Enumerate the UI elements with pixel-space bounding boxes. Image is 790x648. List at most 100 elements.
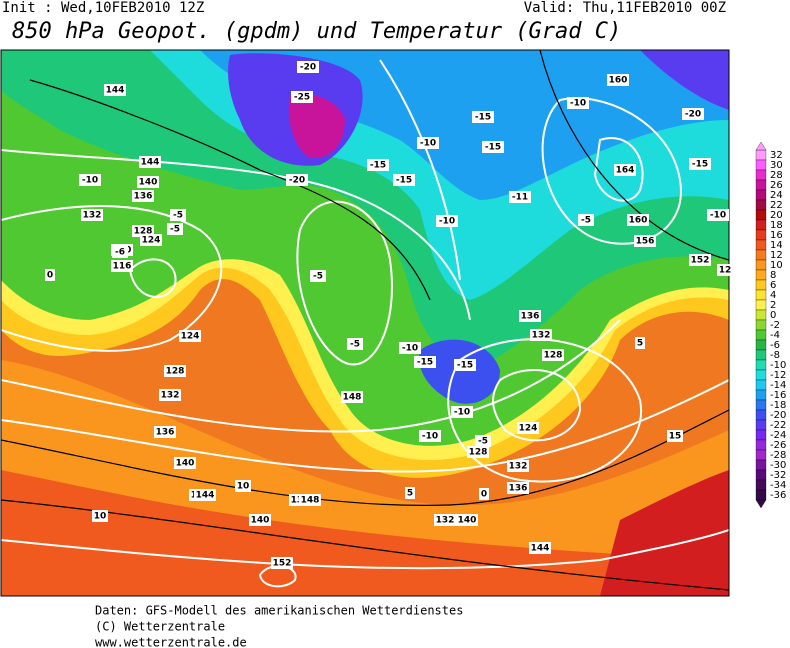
contour-label-box [479,488,489,500]
colorbar-label: -20 [770,410,786,421]
contour-label-box [507,482,529,494]
contour-label: 124 [181,332,200,342]
colorbar-cell [755,229,767,241]
footer-line: www.wetterzentrale.de [95,636,247,648]
contour-label-box [717,264,733,276]
contour-label-box [607,74,629,86]
contour-label: -11 [512,193,528,203]
colorbar-label: -18 [770,400,786,411]
contour-label-box [393,174,415,186]
contour-label: 160 [609,76,628,86]
contour-label-box [164,365,186,377]
contour-label: -10 [570,99,586,109]
contour-label: -15 [396,176,412,186]
contour-label: -5 [350,340,360,350]
contour-label-box [517,422,539,434]
contour-label: 144 [196,491,215,501]
map-frame [0,49,730,597]
contour-label-box [286,174,308,186]
contour-label-box [341,391,363,403]
contour-label: 164 [616,166,635,176]
contour-label: 5 [407,489,413,499]
colorbar-cell [755,409,767,421]
colorbar-cell [755,459,767,471]
colorbar-cell [755,469,767,481]
colorbar-arrow-top [755,141,767,151]
contour-label-box [104,84,126,96]
contour-label: -10 [402,344,418,354]
colorbar-label: 30 [770,160,783,171]
contour-label-box [112,246,128,258]
contour-label-box [159,389,181,401]
contour-label-box [434,514,456,526]
colorbar-cell [755,209,767,221]
contour-label: -5 [173,211,183,221]
contour-label: 10 [237,482,250,492]
contour-label-box [509,191,531,203]
contour-label-box [614,164,636,176]
colorbar-label: -28 [770,450,786,461]
colorbar-cell [755,389,767,401]
colorbar-label: -2 [770,320,780,331]
contour-label-box [682,108,704,120]
colorbar-cell [755,359,767,371]
contour-label-box [417,137,439,149]
colorbar-label: 32 [770,150,783,161]
contour-label: 132 [436,516,455,526]
contour-label-box [405,487,415,499]
contour-label-box [249,514,271,526]
contour-label-box [297,61,319,73]
colorbar-label: 6 [770,280,776,291]
colorbar-cell [755,289,767,301]
contour-label: 132 [509,462,528,472]
colorbar-label: 20 [770,210,783,221]
contour-label: -10 [420,139,436,149]
colorbar-label: -30 [770,460,786,471]
contour-label-box [132,190,154,202]
contour-label: -10 [710,211,726,221]
contour-label-box [154,426,176,438]
contour-label: -10 [422,432,438,442]
colorbar-label: 12 [770,250,783,261]
contour-label: 124 [519,424,538,434]
contour-label: -5 [170,225,180,235]
contour-label: 144 [141,158,160,168]
contour-label-box [399,342,421,354]
contour-label: -15 [370,161,386,171]
colorbar-label: -16 [770,390,786,401]
contour-label: 10 [94,512,107,522]
colorbar-label: 14 [770,240,783,251]
colorbar-cell [755,309,767,321]
colorbar-label: -6 [770,340,780,351]
colorbar-cell [755,319,767,331]
contour-label: 132 [532,331,551,341]
colorbar-cell [755,249,767,261]
colorbar-cell [755,199,767,211]
colorbar-cell [755,259,767,271]
contour-label: 136 [521,312,540,322]
contour-label: 132 [83,211,102,221]
colorbar-cell [755,279,767,291]
contour-label: 116 [113,262,132,272]
contour-label: 0 [47,271,53,281]
colorbar-label: -4 [770,330,780,341]
contour-label: -10 [82,176,98,186]
contour-label: 156 [636,237,655,247]
colorbar-label: 28 [770,170,783,181]
contour-labels: 144144140136132128124120116-10-5-5-60124… [45,61,733,569]
map [1,50,729,596]
colorbar-cell [755,479,767,491]
colorbar-label: -22 [770,420,786,431]
contour-label: 144 [531,544,550,554]
contour-label-box [456,514,478,526]
contour-label: -20 [300,63,316,73]
colorbar-cell [755,449,767,461]
contour-label-box [542,349,564,361]
contour-label-box [507,460,529,472]
contour-label-box [179,330,201,342]
contour-label: 128 [544,351,563,361]
contour-label: 152 [691,256,710,266]
contour-label-box [367,159,389,171]
contour-label: 152 [273,559,292,569]
